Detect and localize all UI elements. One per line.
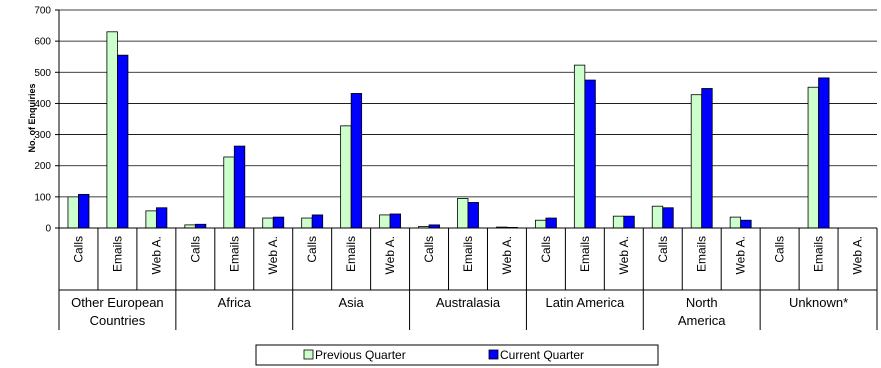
category-label: Web A. xyxy=(383,236,397,274)
y-tick-label: 0 xyxy=(45,224,51,235)
category-label: Emails xyxy=(344,236,358,272)
legend-box xyxy=(255,344,659,366)
bar-current xyxy=(740,219,752,229)
y-tick-label: 400 xyxy=(34,99,51,110)
bar-previous xyxy=(690,94,703,229)
bar-current xyxy=(467,202,479,229)
bar-previous xyxy=(807,86,819,229)
y-tick-label: 300 xyxy=(34,130,51,141)
bar-current xyxy=(311,214,324,229)
bar-current xyxy=(233,145,246,229)
y-tick-label: 100 xyxy=(34,192,51,203)
bar-previous xyxy=(729,216,742,229)
category-label: Web A. xyxy=(149,236,163,274)
category-label: Calls xyxy=(539,236,553,263)
bars xyxy=(67,31,830,229)
y-tick-label: 500 xyxy=(34,68,51,79)
axes: 0 100 200 300 400 500 600 700 xyxy=(34,6,878,330)
bar-previous xyxy=(301,217,313,229)
category-label: Calls xyxy=(71,236,85,263)
bar-current xyxy=(545,217,557,229)
category-label: Web A. xyxy=(734,236,748,274)
y-tick-label: 700 xyxy=(34,6,51,17)
bar-current xyxy=(117,54,129,229)
bar-current xyxy=(155,207,168,229)
region-label: Unknown* xyxy=(789,295,848,310)
bar-previous xyxy=(67,196,79,229)
bar-previous xyxy=(145,210,157,229)
bar-current xyxy=(623,215,635,229)
y-axis-title: No. of Enquiries xyxy=(27,83,37,152)
category-label: Calls xyxy=(773,236,787,263)
region-label: Countries xyxy=(90,313,146,328)
bar-previous xyxy=(379,214,391,229)
region-label: America xyxy=(678,313,726,328)
gridlines xyxy=(59,9,877,229)
bar-previous xyxy=(223,156,235,229)
bar-current xyxy=(662,207,674,229)
bar-current xyxy=(78,193,90,229)
bar-previous xyxy=(340,125,352,229)
category-label: Web A. xyxy=(851,236,865,274)
category-labels: Calls Emails Web A. Calls Emails Web A. Calls E… xyxy=(71,236,864,328)
bar-current xyxy=(584,79,596,229)
legend: Previous Quarter Current Quarter xyxy=(255,344,659,366)
bar-previous xyxy=(534,219,547,229)
category-label: Web A. xyxy=(266,236,280,274)
bar-previous xyxy=(262,217,274,229)
bar-current xyxy=(818,77,830,229)
region-label: Africa xyxy=(218,295,252,310)
legend-label: Previous Quarter xyxy=(315,348,406,362)
bar-previous xyxy=(651,205,664,229)
category-label: Calls xyxy=(422,236,436,263)
category-label: Emails xyxy=(227,236,241,272)
bar-previous xyxy=(457,198,469,229)
bar-previous xyxy=(106,31,118,229)
category-label: Calls xyxy=(305,236,319,263)
bar-previous xyxy=(612,215,625,229)
category-label: Web A. xyxy=(500,236,514,274)
category-label: Emails xyxy=(110,236,124,272)
legend-swatch xyxy=(303,349,314,360)
legend-swatch xyxy=(488,349,499,360)
bar-current xyxy=(701,88,713,229)
y-tick-label: 200 xyxy=(34,161,51,172)
category-label: Emails xyxy=(578,236,592,272)
category-label: Emails xyxy=(461,236,475,272)
bar-previous xyxy=(573,64,586,229)
region-label: Latin America xyxy=(545,295,625,310)
region-label: Asia xyxy=(338,295,364,310)
legend-label: Current Quarter xyxy=(500,348,584,362)
category-label: Emails xyxy=(695,236,709,272)
category-label: Web A. xyxy=(617,236,631,274)
region-label: Other European xyxy=(71,295,164,310)
category-label: Emails xyxy=(812,236,826,272)
region-label: Australasia xyxy=(436,295,501,310)
bar-current xyxy=(389,213,402,229)
category-label: Calls xyxy=(656,236,670,263)
bar-current xyxy=(194,223,207,229)
bar-current xyxy=(350,93,363,229)
category-label: Calls xyxy=(188,236,202,263)
y-tick-label: 600 xyxy=(34,37,51,48)
region-label: North xyxy=(686,295,718,310)
bar-current xyxy=(272,216,285,229)
